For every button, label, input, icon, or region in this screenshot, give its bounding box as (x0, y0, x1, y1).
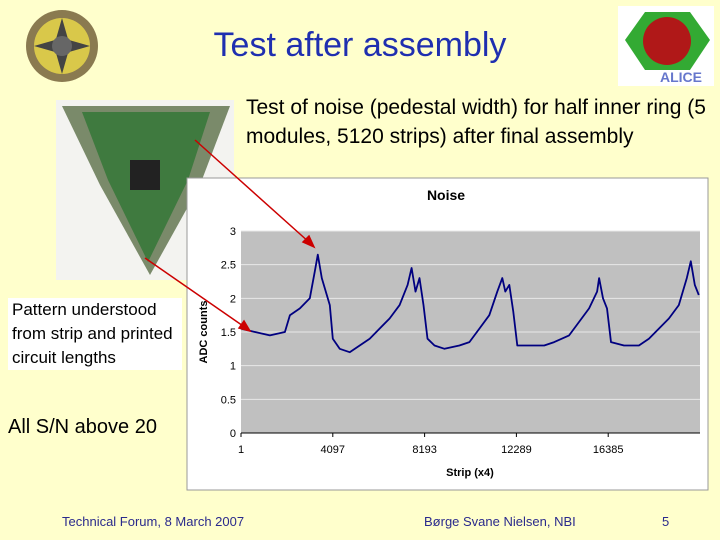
x-tick-label: 8193 (412, 444, 436, 456)
footer-left: Technical Forum, 8 March 2007 (62, 514, 245, 529)
logo-left (26, 10, 98, 82)
note-box: Pattern understood from strip and printe… (8, 298, 182, 370)
x-tick-label: 12289 (501, 444, 532, 456)
y-tick-label: 1.5 (221, 327, 236, 339)
x-tick-label: 4097 (321, 444, 345, 456)
y-tick-label: 3 (230, 226, 236, 238)
y-tick-label: 2 (230, 293, 236, 305)
body-text: Test of noise (pedestal width) for half … (246, 96, 706, 148)
y-tick-label: 0.5 (221, 394, 236, 406)
y-tick-label: 0 (230, 428, 236, 440)
x-tick-label: 1 (238, 444, 244, 456)
x-axis-label: Strip (x4) (446, 467, 494, 479)
slide-title: Test after assembly (213, 26, 507, 64)
page-number: 5 (662, 514, 670, 529)
chart: Noise Strip (x4) ADC counts 0 0.5 1 1.5 2 2.5 3 1 4… (198, 187, 700, 479)
chart-title: Noise (427, 187, 465, 203)
x-tick-label: 16385 (593, 444, 624, 456)
sn-note: All S/N above 20 (8, 416, 157, 438)
y-tick-label: 2.5 (221, 260, 236, 272)
footer-right: Børge Svane Nielsen, NBI (424, 514, 576, 529)
svg-text:ALICE: ALICE (660, 69, 702, 85)
arrows (144, 139, 316, 333)
logo-right: ALICE (618, 6, 714, 86)
y-tick-label: 1 (230, 361, 236, 373)
y-axis-label: ADC counts (198, 301, 210, 364)
data-line (240, 253, 700, 354)
